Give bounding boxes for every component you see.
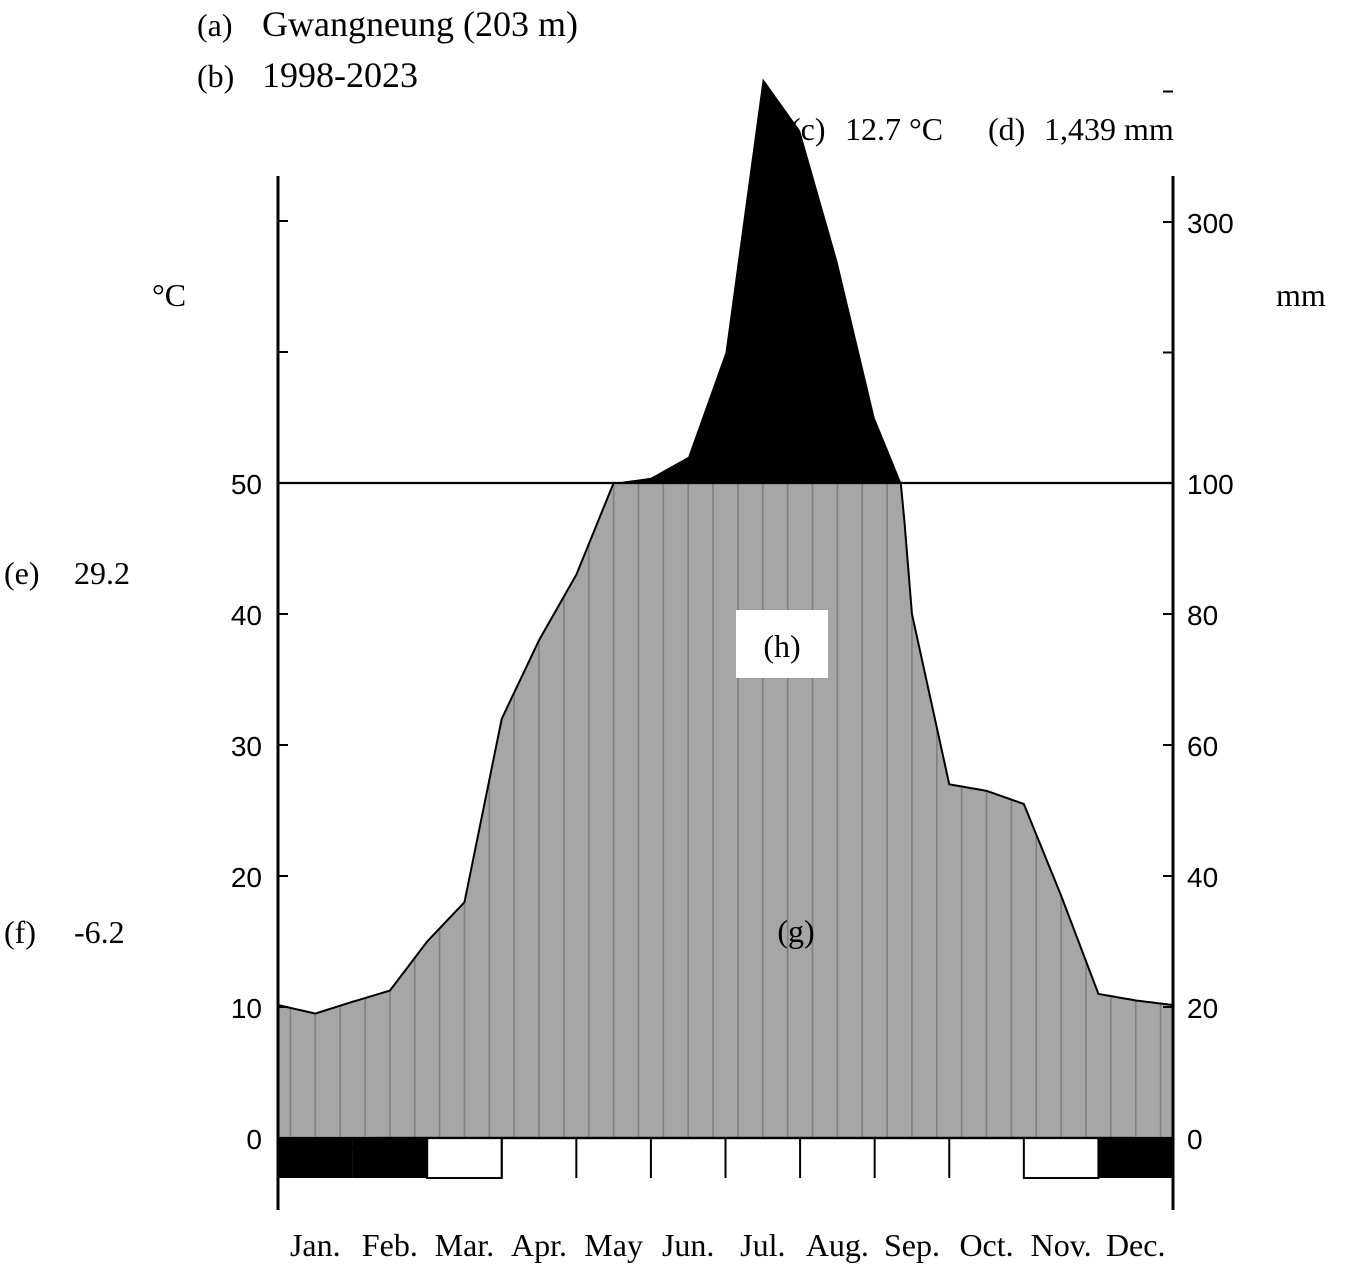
month-label: Jun. <box>662 1227 714 1263</box>
month-label: Mar. <box>435 1227 495 1263</box>
month-label: Oct. <box>959 1227 1013 1263</box>
right-tick-label: 80 <box>1187 600 1218 631</box>
station-name: Gwangneung (203 m) <box>262 4 578 44</box>
arid-label: (g) <box>777 913 814 949</box>
right-tick-label: 0 <box>1187 1124 1203 1155</box>
left-tick-label: 50 <box>231 469 262 500</box>
tick-label-layer: 01020304050020406080100300500 <box>231 90 1234 1155</box>
annual-precip-tag: (d) <box>988 111 1025 147</box>
perhumid-area <box>278 78 1173 483</box>
month-bar-possible-frost <box>426 1137 503 1179</box>
right-tick-label: 40 <box>1187 862 1218 893</box>
perhumid-label: (i) <box>777 228 807 264</box>
left-tick-label: 10 <box>231 993 262 1024</box>
f-tag: (f) <box>4 914 36 950</box>
month-label: Aug. <box>806 1227 869 1263</box>
humid-area <box>278 483 1173 1171</box>
month-label: Jan. <box>290 1227 341 1263</box>
e-tag: (e) <box>4 555 40 591</box>
month-label: May <box>584 1227 643 1263</box>
annual-temp: 12.7 °C <box>845 111 943 147</box>
annual-precip: 1,439 mm <box>1044 111 1174 147</box>
humid-label-box <box>736 610 828 678</box>
station-tag: (a) <box>197 7 233 43</box>
month-label: Nov. <box>1031 1227 1092 1263</box>
left-tick-label: 40 <box>231 600 262 631</box>
left-tick-label: 0 <box>246 1124 262 1155</box>
left-axis-label: °C <box>152 277 186 313</box>
area-layer <box>278 78 1173 1171</box>
left-tick-label: 20 <box>231 862 262 893</box>
period-tag: (b) <box>197 58 234 94</box>
month-bar <box>278 1136 1173 1179</box>
month-label: Sep. <box>884 1227 940 1263</box>
humid-label: (h) <box>763 628 800 664</box>
month-label: Feb. <box>362 1227 418 1263</box>
month-label: Jul. <box>740 1227 785 1263</box>
right-tick-label: 100 <box>1187 469 1234 500</box>
month-bar-frost <box>1098 1138 1173 1178</box>
month-label: Dec. <box>1106 1227 1166 1263</box>
hatch-layer <box>289 483 1162 1171</box>
f-value: -6.2 <box>74 914 125 950</box>
period-text: 1998-2023 <box>262 55 418 95</box>
right-tick-label: 300 <box>1187 208 1234 239</box>
axes-layer <box>276 176 1175 1210</box>
month-labels: Jan. Feb. Mar. Apr. May Jun. Jul. Aug. Sep. Oct. N… <box>290 1227 1166 1263</box>
month-bar-frost <box>352 1138 428 1178</box>
month-label: Apr. <box>511 1227 567 1263</box>
right-axis-label: mm <box>1276 277 1326 313</box>
right-tick-label: 20 <box>1187 993 1218 1024</box>
right-tick-label: 60 <box>1187 731 1218 762</box>
month-bar-possible-frost <box>1022 1137 1100 1179</box>
month-bar-frost <box>278 1138 353 1178</box>
left-tick-label: 30 <box>231 731 262 762</box>
e-value: 29.2 <box>74 555 130 591</box>
